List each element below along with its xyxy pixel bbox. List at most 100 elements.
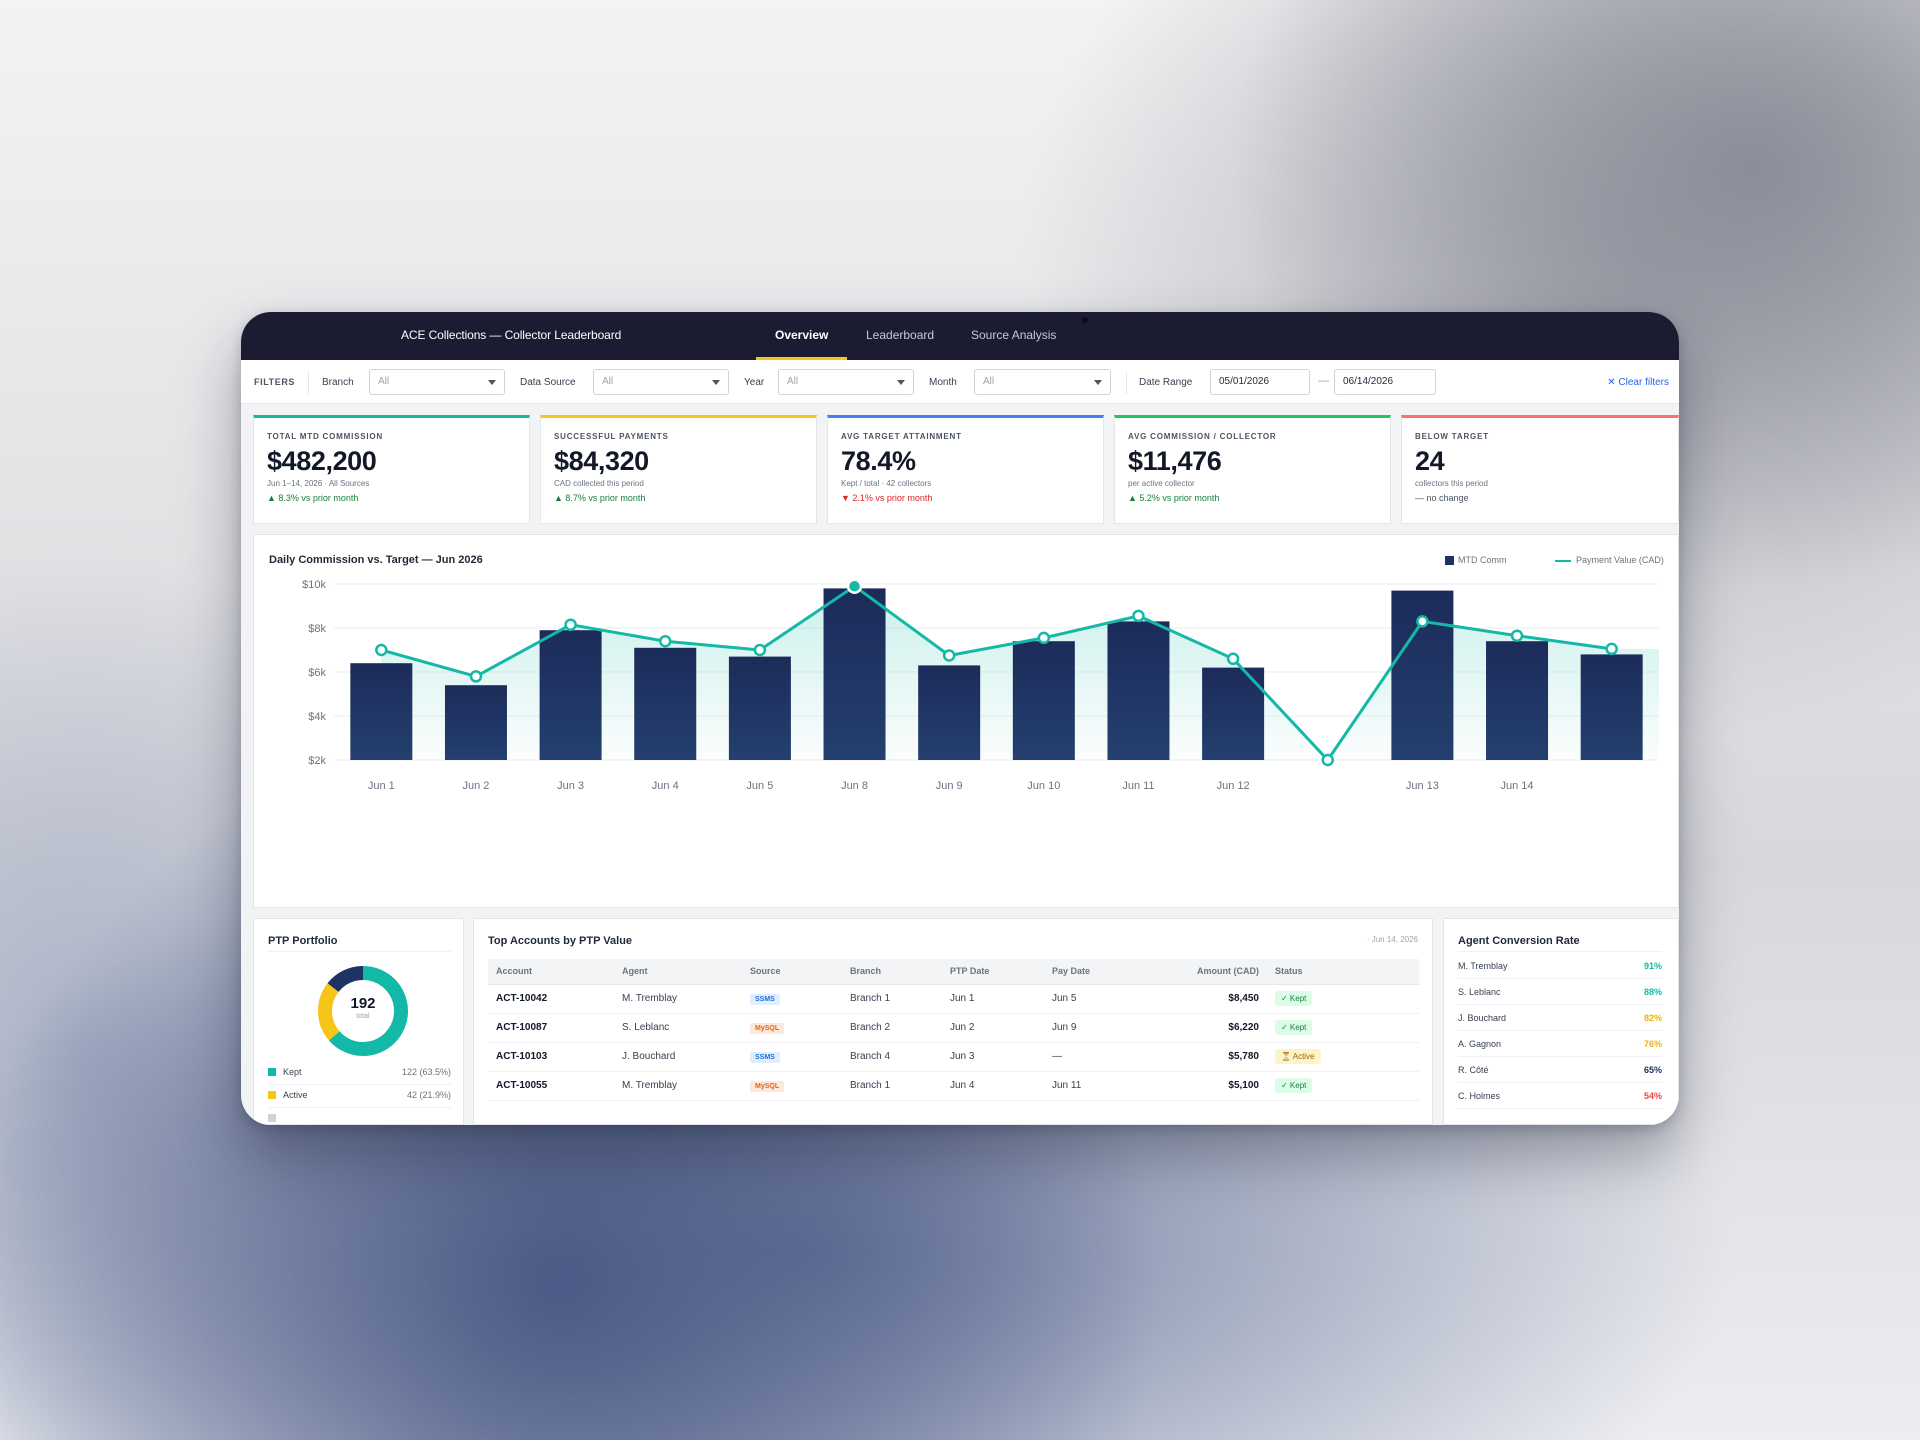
column-header-account[interactable]: Account — [488, 959, 614, 985]
conversion-row: R. Côté 65% — [1458, 1057, 1662, 1083]
tab-source-analysis[interactable]: Source Analysis — [971, 328, 1057, 342]
year-select[interactable]: All — [778, 369, 914, 395]
bar-mtd-comm — [823, 588, 886, 760]
ptp-donut-chart: 192 total — [316, 964, 410, 1058]
conversion-rate: 88% — [1643, 987, 1662, 997]
cell-agent: M. Tremblay — [614, 1071, 742, 1101]
y-tick-label: $6k — [308, 667, 326, 679]
source-badge: SSMS — [750, 993, 780, 1005]
column-header-agent[interactable]: Agent — [614, 959, 742, 985]
kpi-subtitle: Kept / total · 42 collectors — [841, 479, 932, 488]
tab-leaderboard[interactable]: Leaderboard — [866, 328, 935, 342]
cell-status: ⏳ Active — [1267, 1042, 1419, 1072]
active-tab-indicator — [756, 357, 847, 360]
column-header-ptp-date[interactable]: PTP Date — [942, 959, 1044, 985]
chevron-down-icon — [897, 380, 905, 385]
bar-mtd-comm — [634, 647, 697, 760]
ptp-legend-row — [268, 1109, 451, 1125]
legend-swatch — [1555, 560, 1571, 562]
cell-branch: Branch 2 — [842, 1013, 942, 1043]
table-row[interactable]: ACT-10042 M. Tremblay SSMS Branch 1 Jun … — [488, 984, 1419, 1014]
line-point — [564, 618, 577, 631]
chevron-down-icon — [488, 380, 496, 385]
status-badge: ✓ Kept — [1275, 991, 1313, 1006]
date-from-input[interactable]: 05/01/2026 — [1210, 369, 1310, 395]
conversion-rate: 82% — [1643, 1013, 1662, 1023]
daily-commission-chart-card: Daily Commission vs. Target — Jun 2026 M… — [253, 534, 1679, 908]
legend-mtd-comm[interactable]: MTD Comm — [1445, 555, 1507, 565]
tab-overview[interactable]: Overview — [775, 328, 829, 342]
line-point — [1321, 753, 1334, 767]
cell-pay-date: Jun 5 — [1044, 984, 1144, 1014]
filter-bar: FILTERS Branch All Data Source All Year … — [241, 360, 1679, 404]
kpi-card-target-attainment: Avg Target Attainment 78.4% Kept / total… — [827, 415, 1104, 524]
bar-mtd-comm — [444, 685, 507, 760]
conversion-row: C. Holmes 54% — [1458, 1083, 1662, 1109]
year-select-value: All — [787, 376, 799, 387]
kpi-value: $482,200 — [267, 446, 377, 476]
cell-account: ACT-10055 — [488, 1071, 614, 1101]
agent-name: J. Bouchard — [1458, 1013, 1507, 1023]
cell-ptp-date: Jun 1 — [942, 984, 1044, 1014]
line-point — [846, 578, 863, 594]
table-row[interactable]: ACT-10103 J. Bouchard SSMS Branch 4 Jun … — [488, 1042, 1419, 1072]
kpi-delta: — no change — [1415, 493, 1469, 503]
cell-branch: Branch 1 — [842, 1071, 942, 1101]
commission-chart: $10k $8k $6k $4k $2k Jun 1 Jun 2 Jun 3 Jun 4 Jun … — [302, 578, 1659, 792]
column-header-status[interactable]: Status — [1267, 959, 1419, 985]
table-row[interactable] — [488, 1100, 1419, 1124]
top-accounts-card: Top Accounts by PTP Value · Jun 14, 2026… — [473, 918, 1433, 1125]
kpi-value: $11,476 — [1128, 446, 1222, 476]
cell-account — [488, 1100, 614, 1124]
x-tick-label: Jun 11 — [1122, 780, 1154, 792]
line-point — [659, 634, 672, 648]
column-header-amount[interactable]: Amount (CAD) — [1144, 959, 1267, 985]
date-to-input[interactable]: 06/14/2026 — [1334, 369, 1436, 395]
x-tick-label: Jun 4 — [652, 780, 679, 792]
table-row[interactable]: ACT-10087 S. Leblanc MySQL Branch 2 Jun … — [488, 1013, 1419, 1043]
kpi-subtitle: per active collector — [1128, 479, 1195, 488]
kpi-card-total-commission: Total MTD Commission $482,200 Jun 1–14, … — [253, 415, 530, 524]
bar-mtd-comm — [1107, 621, 1170, 760]
cell-pay-date: Jun 9 — [1044, 1013, 1144, 1043]
month-label: Month — [929, 377, 957, 388]
line-point — [1416, 615, 1429, 628]
kpi-card-successful-payments: Successful Payments $84,320 CAD collecte… — [540, 415, 817, 524]
x-tick-label: Jun 12 — [1217, 780, 1250, 792]
x-tick-label: Jun 3 — [557, 780, 584, 792]
divider — [268, 951, 451, 952]
column-header-source[interactable]: Source — [742, 959, 842, 985]
legend-swatch — [268, 1114, 276, 1122]
table-header-row: Account Agent Source Branch PTP Date Pay… — [488, 959, 1419, 985]
kpi-value: 78.4% — [841, 446, 916, 476]
column-header-pay-date[interactable]: Pay Date — [1044, 959, 1144, 985]
column-header-branch[interactable]: Branch — [842, 959, 942, 985]
legend-label: Payment Value (CAD) — [1576, 555, 1664, 565]
x-tick-label: Jun 8 — [841, 780, 868, 792]
kpi-subtitle: CAD collected this period — [554, 479, 644, 488]
cell-source — [742, 1100, 842, 1124]
divider — [1126, 372, 1127, 394]
month-select[interactable]: All — [974, 369, 1111, 395]
branch-select[interactable]: All — [369, 369, 505, 395]
data-source-select[interactable]: All — [593, 369, 729, 395]
x-tick-label: Jun 13 — [1406, 780, 1439, 792]
x-tick-label: Jun 9 — [936, 780, 963, 792]
kpi-card-avg-commission: Avg Commission / Collector $11,476 per a… — [1114, 415, 1391, 524]
conversion-rate: 65% — [1643, 1065, 1662, 1075]
bar-mtd-comm — [1012, 641, 1075, 760]
line-point — [1037, 631, 1051, 645]
branch-select-value: All — [378, 376, 390, 387]
clear-filters-button[interactable]: ✕ Clear filters — [1607, 377, 1669, 388]
table-row[interactable]: ACT-10055 M. Tremblay MySQL Branch 1 Jun… — [488, 1071, 1419, 1101]
donut-center: 192 total — [316, 995, 410, 1020]
conversion-rate: 76% — [1643, 1039, 1662, 1049]
cell-pay-date — [1044, 1100, 1144, 1124]
line-point — [1510, 629, 1524, 642]
close-icon: ✕ — [1607, 377, 1616, 388]
chevron-down-icon — [1094, 380, 1102, 385]
bar-mtd-comm — [728, 656, 791, 760]
x-tick-label: Jun 5 — [746, 780, 773, 792]
legend-payment-value[interactable]: Payment Value (CAD) — [1555, 555, 1664, 565]
conversion-title: Agent Conversion Rate — [1458, 935, 1580, 947]
